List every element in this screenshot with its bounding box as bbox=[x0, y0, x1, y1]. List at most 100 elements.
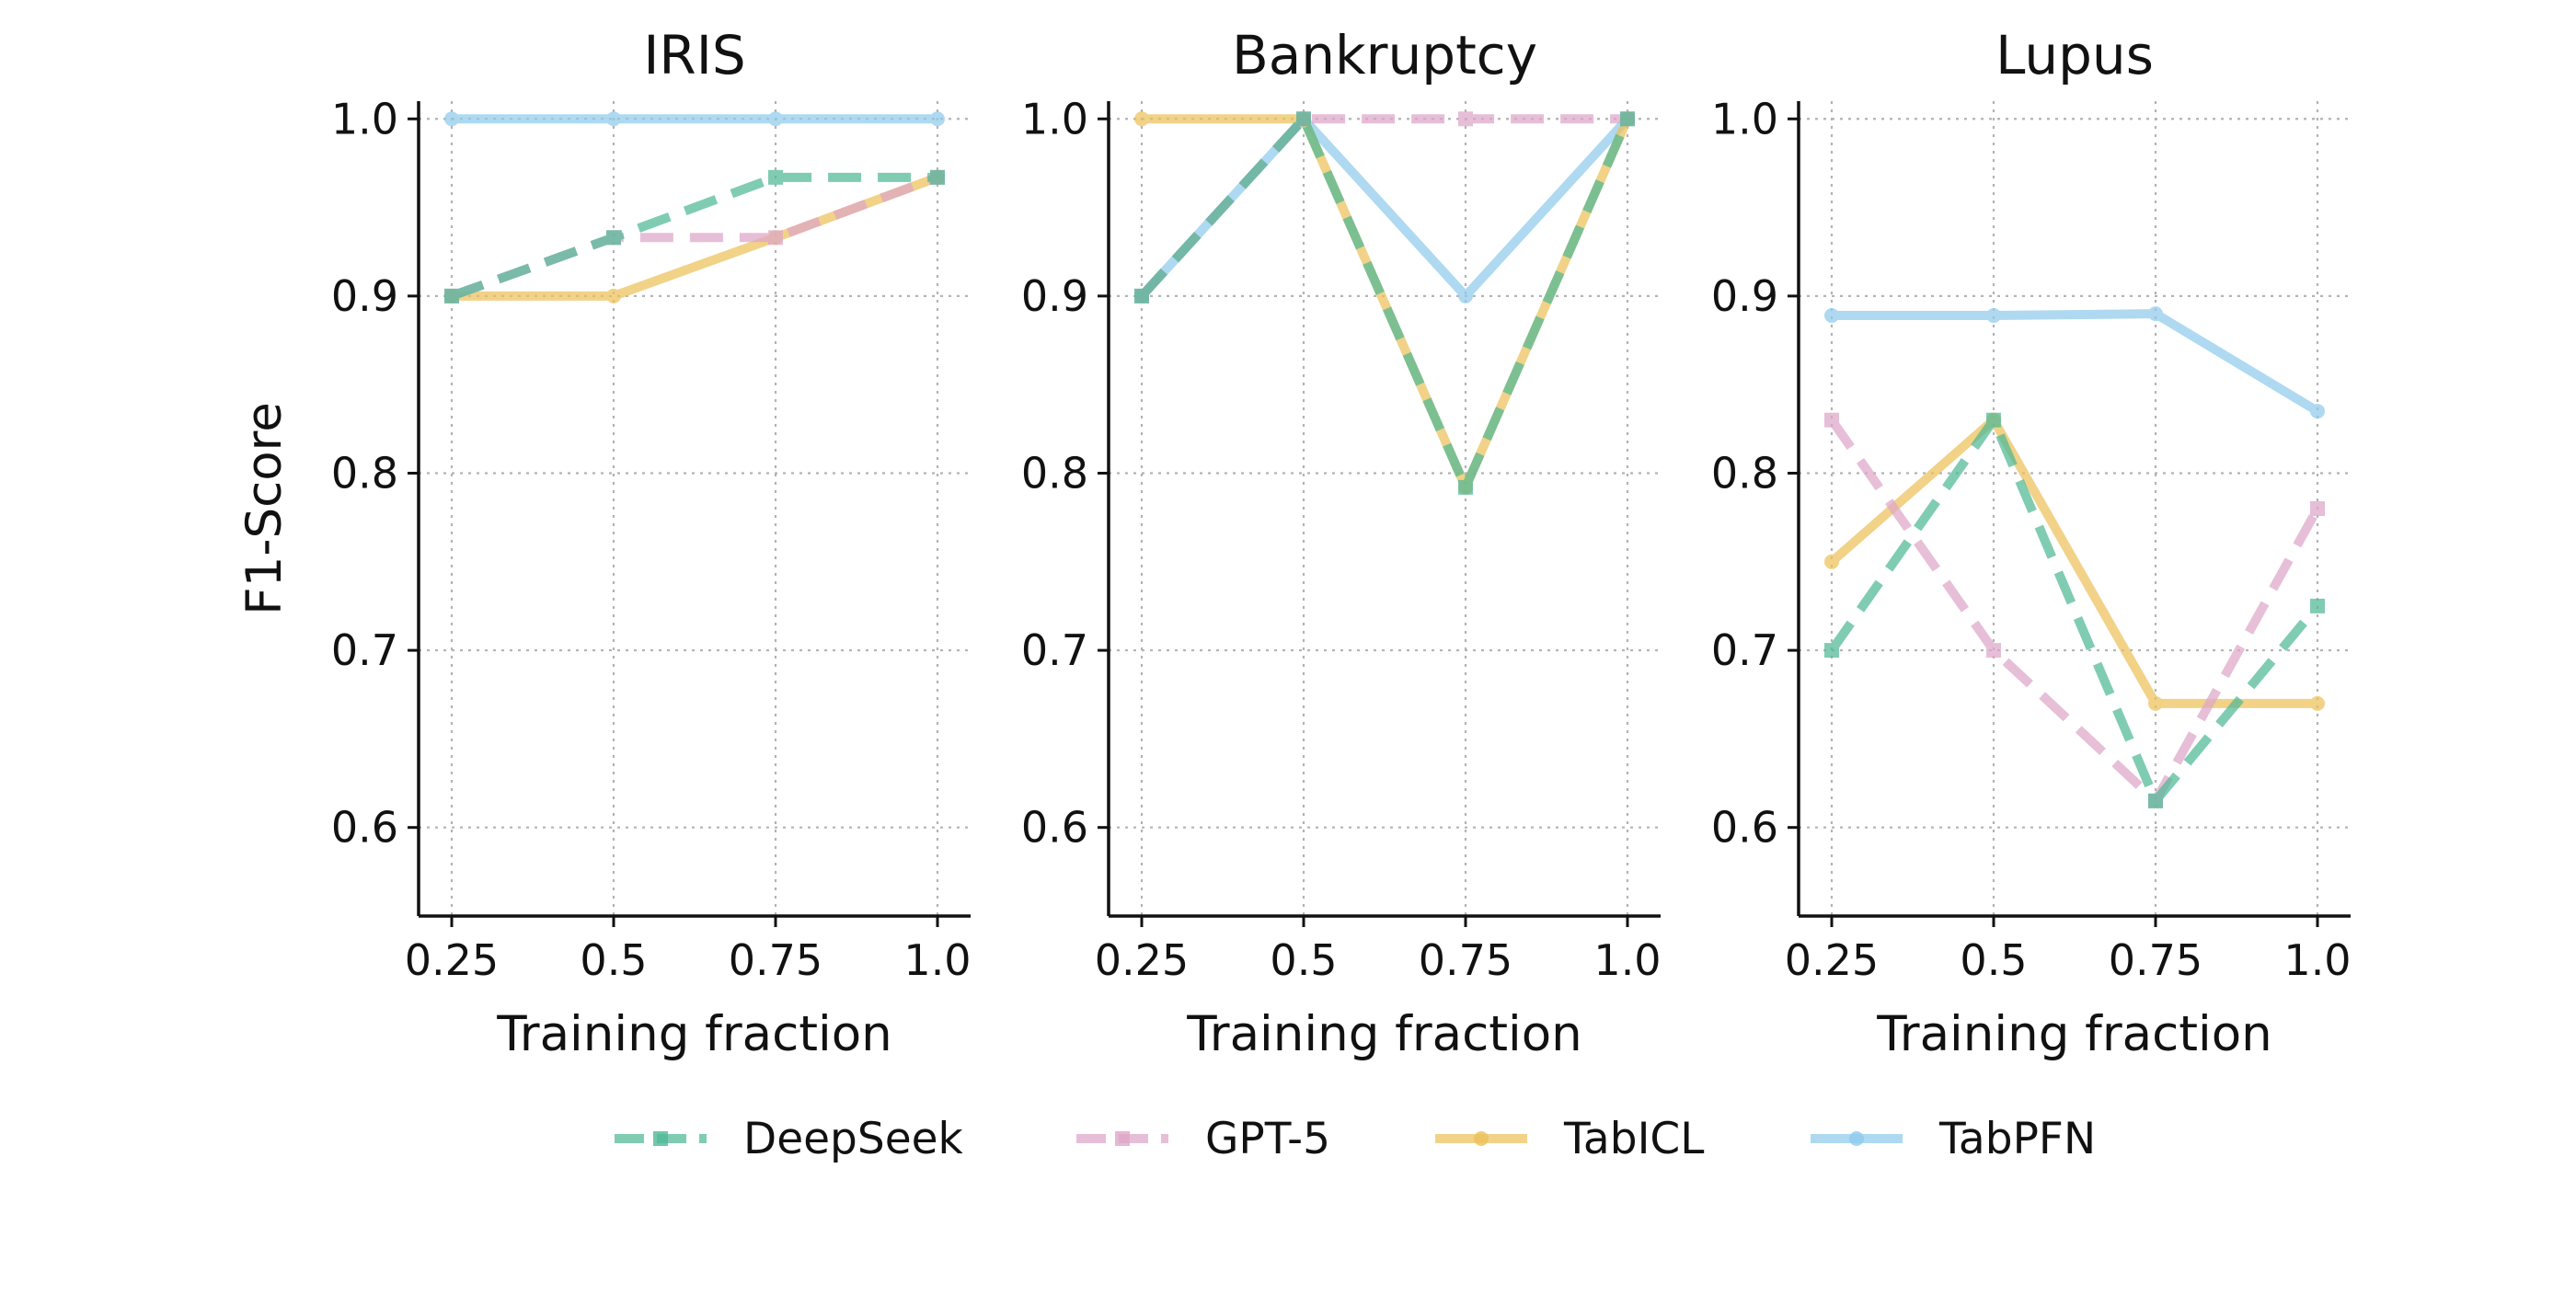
panel-iris-series-deepseek-point-1 bbox=[606, 230, 621, 246]
panel-iris-series-deepseek-point-0 bbox=[444, 288, 459, 304]
panel-lupus-series-deepseek-point-2 bbox=[2148, 793, 2163, 808]
panel-bankruptcy: 0.6 0.7 0.8 0.9 1.0 0.25 0.5 0.75 1.0 Bankruptcy T… bbox=[1021, 24, 1662, 1062]
panel-lupus-series-tabicl-line bbox=[1828, 415, 2317, 708]
panel-bankruptcy-y-tick-label-1: 0.7 bbox=[1021, 625, 1088, 675]
panel-bankruptcy-title: Bankruptcy bbox=[1232, 24, 1537, 86]
panel-lupus-series-gpt-5-point-1 bbox=[1986, 643, 2001, 659]
panel-lupus-series-tabpfn-point-3 bbox=[2310, 404, 2325, 419]
panel-iris-x-tick-label-3: 1.0 bbox=[903, 935, 971, 985]
legend-item-tabpfn: TabPFN bbox=[1811, 1114, 2096, 1164]
legend-item-tabpfn-marker bbox=[1849, 1131, 1864, 1146]
panel-lupus-x-tick-label-0: 0.25 bbox=[1785, 935, 1879, 985]
panel-bankruptcy-y-tick-label-0: 0.6 bbox=[1021, 803, 1088, 853]
panel-lupus-series-tabpfn-line bbox=[1832, 309, 2320, 416]
panel-iris-series-deepseek bbox=[444, 169, 945, 304]
panel-iris-series-gpt-5 bbox=[444, 169, 945, 304]
panel-bankruptcy-series-deepseek bbox=[1134, 111, 1635, 495]
panel-iris-y-tick-label-0: 0.6 bbox=[331, 803, 398, 853]
panel-lupus: 0.6 0.7 0.8 0.9 1.0 0.25 0.5 0.75 1.0 Lupus Traini… bbox=[1711, 24, 2352, 1062]
panel-lupus-x-tick-label-3: 1.0 bbox=[2283, 935, 2351, 985]
panel-bankruptcy-series-tabicl-line bbox=[1142, 114, 1632, 492]
panel-bankruptcy-series-deepseek-line bbox=[1138, 114, 1632, 492]
panel-bankruptcy-series-deepseek-point-1 bbox=[1296, 111, 1311, 127]
panel-iris-series-tabpfn-point-2 bbox=[768, 111, 783, 127]
panel-bankruptcy-x-tick-label-3: 1.0 bbox=[1593, 935, 1661, 985]
panel-iris: 0.6 0.7 0.8 0.9 1.0 0.25 0.5 0.75 1.0 IRIS Trainin… bbox=[236, 24, 972, 1062]
panel-bankruptcy-series-tabicl bbox=[1134, 111, 1635, 495]
panel-lupus-series-deepseek-line bbox=[1827, 415, 2321, 806]
panel-iris-y-tick-label-1: 0.7 bbox=[331, 625, 398, 675]
panel-lupus-series-tabicl-point-2 bbox=[2148, 695, 2163, 711]
panel-lupus-series-deepseek-point-3 bbox=[2310, 598, 2325, 613]
chart-panels: 0.6 0.7 0.8 0.9 1.0 0.25 0.5 0.75 1.0 IRIS Trainin… bbox=[236, 24, 2352, 1062]
panel-lupus-series-gpt-5 bbox=[1824, 412, 2325, 808]
panel-bankruptcy-y-tick-label-3: 0.9 bbox=[1021, 271, 1088, 321]
panel-bankruptcy-series-tabicl-point-0 bbox=[1134, 111, 1149, 127]
panel-lupus-series-tabpfn-point-2 bbox=[2148, 306, 2163, 322]
panel-iris-series-gpt-5-point-2 bbox=[768, 230, 783, 246]
panel-iris-series-tabpfn bbox=[444, 111, 945, 127]
panel-bankruptcy-x-label: Training fraction bbox=[1186, 1006, 1582, 1062]
legend-item-gpt-5-marker bbox=[1115, 1131, 1130, 1146]
panel-lupus-series-deepseek-point-1 bbox=[1986, 412, 2001, 428]
panel-iris-y-tick-label-4: 1.0 bbox=[331, 94, 398, 143]
panel-lupus-x-label: Training fraction bbox=[1876, 1006, 2272, 1062]
panel-bankruptcy-x-tick-label-2: 0.75 bbox=[1419, 935, 1512, 985]
panel-bankruptcy-series-deepseek-point-3 bbox=[1620, 111, 1635, 127]
panel-iris-y-tick-label-3: 0.9 bbox=[331, 271, 398, 321]
panel-lupus-series-deepseek bbox=[1824, 412, 2325, 808]
panel-iris-x-tick-label-2: 0.75 bbox=[729, 935, 822, 985]
panel-bankruptcy-series-tabpfn-point-2 bbox=[1458, 288, 1473, 304]
panel-iris-y-label: F1-Score bbox=[236, 402, 293, 615]
panel-bankruptcy-series-deepseek-point-2 bbox=[1458, 479, 1473, 495]
legend: DeepSeek GPT-5 TabICL TabPFN bbox=[615, 1114, 2096, 1164]
panel-iris-series-tabpfn-point-1 bbox=[606, 111, 621, 127]
panel-bankruptcy-series-gpt-5-point-2 bbox=[1458, 111, 1473, 127]
panel-lupus-series-gpt-5-line bbox=[1827, 417, 2322, 806]
legend-item-tabicl-label: TabICL bbox=[1563, 1114, 1704, 1164]
panel-bankruptcy-y-tick-label-2: 0.8 bbox=[1021, 448, 1088, 498]
legend-item-deepseek-marker bbox=[653, 1131, 668, 1146]
legend-item-deepseek: DeepSeek bbox=[615, 1114, 964, 1164]
panel-lupus-series-deepseek-point-0 bbox=[1824, 643, 1839, 659]
panel-iris-series-tabpfn-point-3 bbox=[930, 111, 945, 127]
panel-lupus-y-tick-label-1: 0.7 bbox=[1711, 625, 1778, 675]
panel-iris-y-tick-label-2: 0.8 bbox=[331, 448, 398, 498]
panel-lupus-series-tabpfn-point-0 bbox=[1824, 308, 1839, 324]
panel-lupus-x-tick-label-1: 0.5 bbox=[1960, 935, 2027, 985]
panel-lupus-series-tabpfn bbox=[1824, 306, 2325, 419]
panel-iris-series-deepseek-line bbox=[450, 172, 937, 301]
panel-lupus-y-tick-label-0: 0.6 bbox=[1711, 803, 1778, 853]
panel-iris-x-label: Training fraction bbox=[496, 1006, 892, 1062]
panel-lupus-series-tabicl-point-3 bbox=[2310, 695, 2325, 711]
panel-iris-series-gpt-5-line bbox=[450, 173, 939, 301]
panel-lupus-title: Lupus bbox=[1995, 24, 2154, 86]
panel-bankruptcy-x-tick-label-0: 0.25 bbox=[1095, 935, 1189, 985]
panel-lupus-series-tabpfn-point-1 bbox=[1986, 308, 2001, 324]
legend-item-deepseek-label: DeepSeek bbox=[743, 1114, 964, 1164]
panel-lupus-y-tick-label-3: 0.9 bbox=[1711, 271, 1778, 321]
panel-lupus-y-tick-label-2: 0.8 bbox=[1711, 448, 1778, 498]
legend-item-gpt-5-label: GPT-5 bbox=[1205, 1114, 1330, 1164]
panel-bankruptcy-x-tick-label-1: 0.5 bbox=[1270, 935, 1337, 985]
panel-iris-series-tabpfn-point-0 bbox=[444, 111, 459, 127]
panel-iris-series-deepseek-point-3 bbox=[930, 169, 945, 185]
panel-iris-title: IRIS bbox=[643, 24, 745, 86]
panel-bankruptcy-series-deepseek-point-0 bbox=[1134, 288, 1149, 304]
panel-iris-series-tabicl-point-1 bbox=[606, 288, 621, 304]
panel-bankruptcy-series-tabpfn-line bbox=[1138, 114, 1631, 301]
legend-item-gpt-5: GPT-5 bbox=[1076, 1114, 1330, 1164]
panel-lupus-y-tick-label-4: 1.0 bbox=[1711, 94, 1778, 143]
panel-lupus-x-tick-label-2: 0.75 bbox=[2109, 935, 2202, 985]
panel-bankruptcy-y-tick-label-4: 1.0 bbox=[1021, 94, 1088, 143]
legend-item-tabpfn-label: TabPFN bbox=[1938, 1114, 2096, 1164]
panel-lupus-series-gpt-5-point-3 bbox=[2310, 501, 2325, 516]
panel-iris-x-tick-label-0: 0.25 bbox=[405, 935, 499, 985]
panel-lupus-series-tabicl-point-0 bbox=[1824, 554, 1839, 569]
legend-item-tabicl: TabICL bbox=[1435, 1114, 1704, 1164]
panel-iris-series-deepseek-point-2 bbox=[768, 169, 783, 185]
panel-iris-x-tick-label-1: 0.5 bbox=[580, 935, 647, 985]
panel-lupus-series-gpt-5-point-0 bbox=[1824, 412, 1839, 428]
legend-item-tabicl-marker bbox=[1474, 1131, 1489, 1146]
